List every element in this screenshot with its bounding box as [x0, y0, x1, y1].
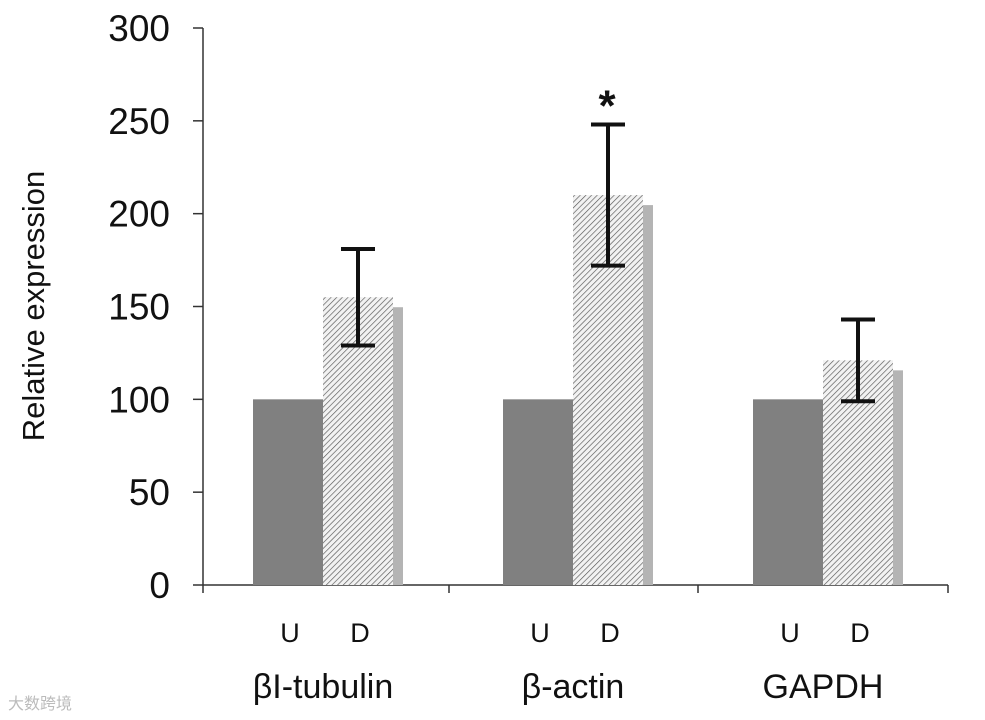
bars	[253, 122, 903, 585]
watermark-text: 大数跨境	[8, 694, 73, 713]
y-tick-label: 150	[108, 287, 170, 328]
category-label: βI-tubulin	[253, 668, 394, 706]
bar-u	[253, 399, 323, 585]
subcategory-label-u: U	[280, 618, 300, 648]
y-tick-label: 200	[108, 194, 170, 235]
category-label: β-actin	[522, 668, 625, 706]
labels: U DβI-tubulin U Dβ-actin U D GAPDH *	[253, 82, 884, 706]
y-axis-label: Relative expression	[16, 171, 51, 442]
y-tick-label: 50	[129, 472, 170, 513]
subcategory-label-d: D	[350, 618, 370, 648]
bar-u	[503, 399, 573, 585]
y-tick-label: 0	[149, 565, 170, 606]
significance-star: *	[598, 82, 616, 131]
subcategory-label-d: D	[600, 618, 620, 648]
subcategory-label-d: D	[850, 618, 870, 648]
subcategory-label-u: U	[530, 618, 550, 648]
bar-u	[753, 399, 823, 585]
y-tick-label: 300	[108, 8, 170, 49]
y-tick-label: 250	[108, 101, 170, 142]
y-tick-label: 100	[108, 379, 170, 420]
axes: 0 50 100 150 200 250 300 Relative expression	[16, 8, 949, 606]
category-label: GAPDH	[763, 668, 884, 706]
subcategory-label-u: U	[780, 618, 800, 648]
